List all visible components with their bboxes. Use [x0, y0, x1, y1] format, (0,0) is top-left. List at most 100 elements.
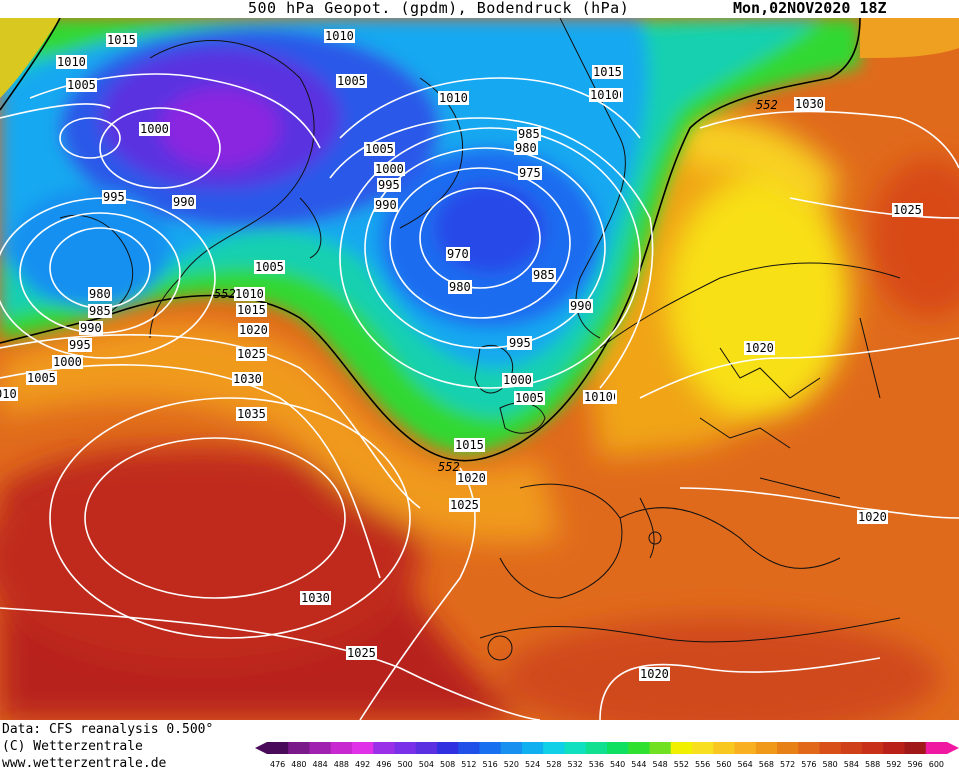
- legend-swatch: [479, 742, 502, 754]
- isobar-label: 1015: [106, 33, 137, 47]
- isobar-label: 985: [532, 268, 556, 282]
- legend-tick-label: 580: [822, 760, 837, 769]
- legend-tick-label: 596: [907, 760, 922, 769]
- isobar-label: 985: [517, 127, 541, 141]
- data-source-credit: Data: CFS reanalysis 0.500°: [2, 722, 214, 737]
- legend-swatch: [904, 742, 927, 754]
- isobar-label: 1005: [336, 74, 367, 88]
- isobar-label: 1000: [502, 373, 533, 387]
- copyright-credit: (C) Wetterzentrale: [2, 739, 143, 754]
- isobar-label: 990: [374, 198, 398, 212]
- isobar-label: 1010: [589, 88, 620, 102]
- isobar-label: 1010: [56, 55, 87, 69]
- legend-tick-label: 544: [631, 760, 646, 769]
- legend-swatch: [649, 742, 672, 754]
- legend-swatch: [734, 742, 757, 754]
- legend-swatch: [798, 742, 820, 754]
- legend-tick-label: 484: [312, 760, 327, 769]
- geopotential-label: 552: [438, 460, 460, 474]
- legend-swatch: [585, 742, 608, 754]
- isobar-label: 1000: [139, 122, 170, 136]
- color-legend: 476 480 484 488 492 496 500 504 508 512 516 520 524 5…: [255, 742, 959, 769]
- legend-tick-label: 508: [440, 760, 455, 769]
- legend-tick-label: 476: [270, 760, 285, 769]
- legend-tick-label: 504: [419, 760, 434, 769]
- legend-swatch: [564, 742, 587, 754]
- legend-arrow-left: [255, 742, 267, 754]
- legend-tick-label: 540: [610, 760, 625, 769]
- website-credit: www.wetterzentrale.de: [2, 756, 167, 771]
- isobar-label: 1025: [449, 498, 480, 512]
- legend-swatch: [713, 742, 735, 754]
- weather-map: [0, 18, 959, 720]
- legend-tick-label: 488: [334, 760, 349, 769]
- legend-swatch: [352, 742, 374, 754]
- legend-tick-label: 584: [844, 760, 859, 769]
- legend-tick-label: 600: [929, 760, 944, 769]
- isobar-label: 1010: [583, 390, 614, 404]
- legend-swatch: [267, 742, 289, 754]
- legend-swatch: [458, 742, 480, 754]
- legend-tick-label: 548: [652, 760, 667, 769]
- isobar-label: 1005: [66, 78, 97, 92]
- isobar-label: 1015: [236, 303, 267, 317]
- chart-header: 500 hPa Geopot. (gpdm), Bodendruck (hPa)…: [0, 0, 959, 18]
- legend-tick-label: 512: [461, 760, 476, 769]
- isobar-label: 1000: [52, 355, 83, 369]
- legend-tick-label: 480: [291, 760, 306, 769]
- geopotential-label: 552: [214, 287, 236, 301]
- isobar-label: 990: [172, 195, 196, 209]
- isobar-label: 1015: [592, 65, 623, 79]
- legend-tick-label: 560: [716, 760, 731, 769]
- isobar-label: 010: [0, 387, 18, 401]
- legend-tick-label: 524: [525, 760, 540, 769]
- chart-date: Mon,02NOV2020 18Z: [733, 0, 887, 17]
- legend-swatch: [288, 742, 310, 754]
- chart-title: 500 hPa Geopot. (gpdm), Bodendruck (hPa): [248, 0, 630, 17]
- legend-tick-label: 532: [567, 760, 582, 769]
- legend-tick-label: 516: [482, 760, 497, 769]
- legend-swatch: [543, 742, 565, 754]
- legend-tick-label: 576: [801, 760, 816, 769]
- legend-tick-label: 592: [886, 760, 901, 769]
- isobar-label: 980: [514, 141, 538, 155]
- legend-swatch: [309, 742, 332, 754]
- geopotential-label: 552: [756, 98, 778, 112]
- legend-tick-label: 528: [546, 760, 561, 769]
- isobar-label: 1000: [374, 162, 405, 176]
- isobar-label: 995: [508, 336, 532, 350]
- isobar-label: 995: [68, 338, 92, 352]
- isobar-label: 1030: [232, 372, 263, 386]
- legend-swatch: [500, 742, 523, 754]
- legend-tick-label: 556: [695, 760, 710, 769]
- isobar-label: 995: [377, 178, 401, 192]
- legend-tick-label: 500: [397, 760, 412, 769]
- legend-swatch: [373, 742, 395, 754]
- isobar-label: 1005: [26, 371, 57, 385]
- isobar-label: 985: [88, 304, 112, 318]
- legend-tick-label: 536: [589, 760, 604, 769]
- isobar-label: 980: [88, 287, 112, 301]
- legend-swatch: [840, 742, 863, 754]
- legend-swatch: [437, 742, 459, 754]
- isobar-label: 1015: [454, 438, 485, 452]
- isobar-label: 990: [569, 299, 593, 313]
- legend-swatch: [925, 742, 948, 754]
- isobar-label: 1010: [324, 29, 355, 43]
- isobar-label: 1005: [514, 391, 545, 405]
- isobar-label: 1035: [236, 407, 267, 421]
- isobar-label: 1020: [857, 510, 888, 524]
- legend-tick-label: 588: [865, 760, 880, 769]
- isobar-label-layer: 1015 1010 1010 1005 1005 1000 995 990 980 985 990 9…: [0, 18, 959, 720]
- legend-swatch: [522, 742, 544, 754]
- legend-swatch: [394, 742, 417, 754]
- legend-swatch: [777, 742, 799, 754]
- legend-swatch: [330, 742, 353, 754]
- isobar-label: 1020: [456, 471, 487, 485]
- legend-swatch: [670, 742, 693, 754]
- legend-swatch: [607, 742, 629, 754]
- isobar-label: 1020: [744, 341, 775, 355]
- legend-tick-label: 496: [376, 760, 391, 769]
- isobar-label: 1020: [639, 667, 670, 681]
- legend-swatch: [692, 742, 714, 754]
